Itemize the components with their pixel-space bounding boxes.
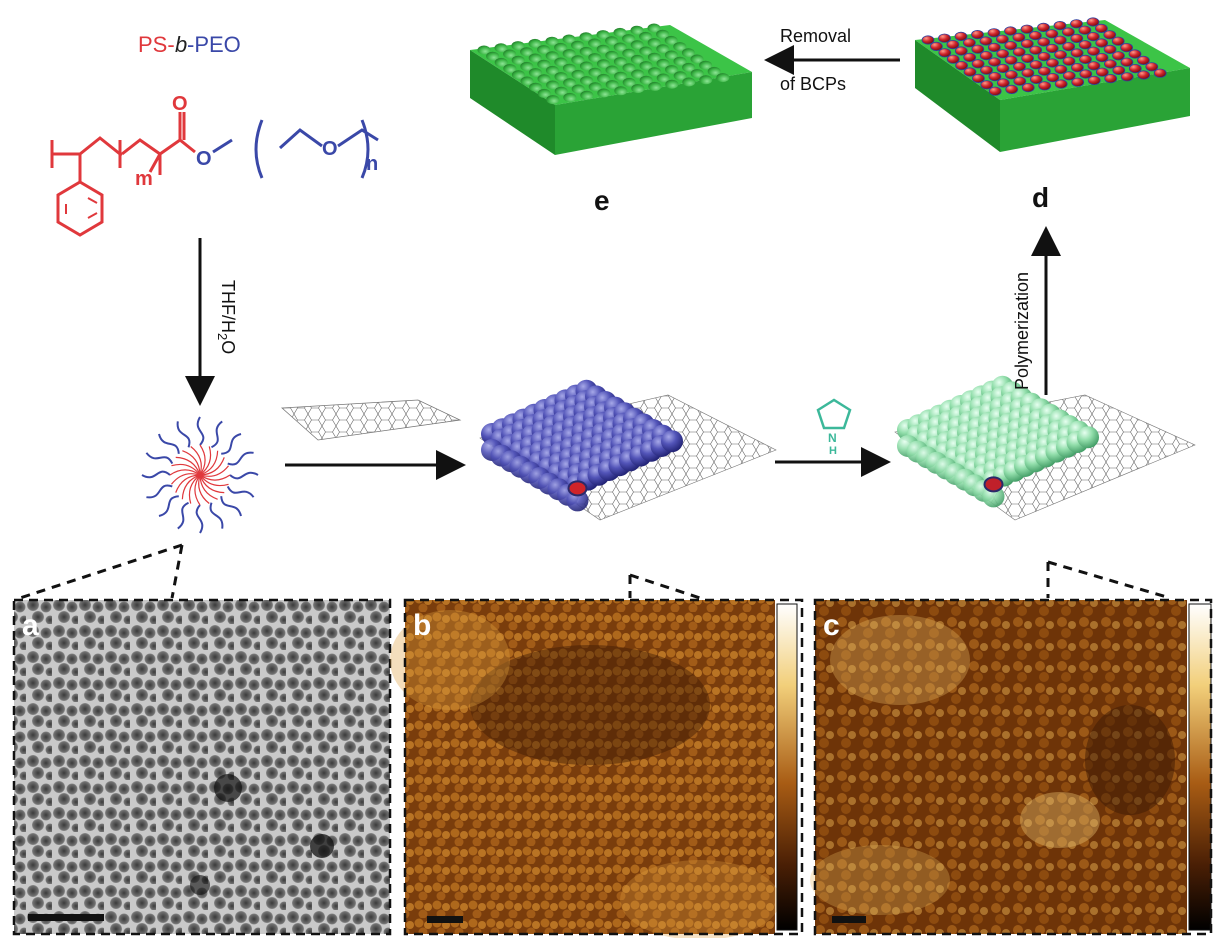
svg-text:THF/H2O: THF/H2O [215,280,238,354]
polymerization-label: Polymerization [1012,272,1032,390]
pyrrole-icon: N H [816,398,852,457]
carbonyl-oxygen: O [172,93,188,115]
ether-oxygen: O [322,138,338,160]
panel-c: c [810,598,1213,936]
removal-line1: Removal [780,26,851,46]
graphene-sheet [281,399,462,441]
film-d [915,17,1190,152]
ester-oxygen: O [196,148,212,170]
subscript-n: n [366,153,378,175]
svg-text:Polymerization: Polymerization [1012,272,1032,390]
panel-b: b [390,598,804,938]
label-a: a [22,609,39,642]
zoom-lines [19,543,1171,600]
polymer-title: PS- b -PEO [138,32,241,57]
pyrrole-n: N [828,431,837,445]
label-b: b [413,609,431,642]
block-label: b [175,32,187,57]
colorbar-b [776,603,798,931]
label-c: c [823,609,840,642]
polymer-structure [50,112,379,237]
scale-bar-a [28,914,104,921]
scale-bar-c [832,916,866,923]
solvent-label: THF/H2O [215,280,238,354]
green-micelle-array [894,375,1196,521]
film-e [470,23,752,155]
pyrrole-h: H [829,445,837,457]
subscript-m: m [135,168,153,190]
colorbar-c [1188,603,1212,931]
blue-micelle-array [479,379,777,521]
panel-a: a [12,598,392,936]
ps-label: PS- [138,32,175,57]
peo-label: -PEO [187,32,241,57]
scale-bar-b [427,916,463,923]
label-e: e [594,185,610,216]
removal-line2: of BCPs [780,74,846,94]
label-d: d [1032,182,1049,213]
micelle [141,416,259,534]
